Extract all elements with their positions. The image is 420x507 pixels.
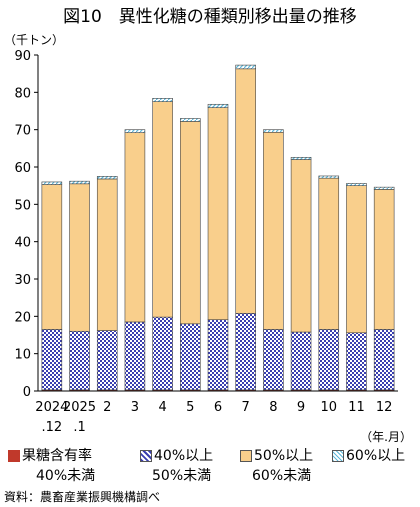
x-tick-label: 9 bbox=[297, 400, 305, 415]
bar-segment-50-60 bbox=[180, 121, 201, 325]
y-tick-label: 60 bbox=[14, 161, 31, 176]
y-tick-label: 80 bbox=[14, 86, 31, 101]
bar-segment-40-50 bbox=[318, 329, 340, 391]
bar-segment-60plus bbox=[41, 181, 63, 185]
x-axis-label: （年.月） bbox=[360, 430, 412, 444]
x-tick-label: .1 bbox=[73, 420, 85, 435]
bar-segment-40-50 bbox=[96, 330, 118, 391]
bar-segment-40-50 bbox=[263, 329, 284, 391]
legend-label: 40%以上 bbox=[154, 448, 214, 464]
bar-segment-60plus bbox=[263, 129, 284, 133]
bar-segment-60plus bbox=[346, 183, 367, 186]
legend: 果糖含有率 40%未満 40%以上 50%未満 50%以上 60%未満 60%以… bbox=[6, 445, 420, 485]
bar-segment-50-60 bbox=[318, 177, 340, 330]
legend-label: 果糖含有率 bbox=[22, 448, 92, 464]
bar-segment-50-60 bbox=[290, 159, 312, 333]
chart-title: 図10 異性化糖の種類別移出量の推移 bbox=[63, 7, 357, 27]
legend-label: 50%以上 bbox=[254, 448, 314, 464]
legend-item-lt40: 果糖含有率 bbox=[8, 445, 92, 465]
x-tick-label: 2025 bbox=[63, 400, 96, 415]
bar-segment-50-60 bbox=[41, 184, 63, 330]
legend-label-line2: 60%未満 bbox=[252, 468, 312, 484]
y-tick-label: 40 bbox=[14, 236, 31, 251]
bar-segment-60plus bbox=[152, 98, 173, 102]
y-tick-label: 10 bbox=[14, 348, 31, 363]
bar-segment-40-50 bbox=[180, 323, 201, 391]
y-tick-label: 30 bbox=[14, 273, 31, 288]
legend-label-line2: 40%未満 bbox=[36, 468, 96, 484]
x-tick-label: 6 bbox=[214, 400, 222, 415]
y-tick-label: 70 bbox=[14, 124, 31, 139]
bar-segment-50-60 bbox=[152, 101, 173, 318]
bar-segment-50-60 bbox=[263, 131, 284, 330]
bar-segment-60plus bbox=[180, 118, 201, 122]
x-tick-label: 8 bbox=[269, 400, 277, 415]
bar-segment-40-50 bbox=[124, 321, 146, 391]
bar-segment-40-50 bbox=[373, 329, 395, 391]
bar-segment-60plus bbox=[96, 176, 118, 180]
bar-segment-50-60 bbox=[373, 189, 395, 330]
y-axis: 0 10 20 30 40 50 60 70 80 90 bbox=[14, 49, 39, 400]
x-tick-label: 12 bbox=[376, 400, 393, 415]
x-tick-label: 11 bbox=[348, 400, 365, 415]
bar-segment-50-60 bbox=[96, 178, 118, 331]
bar-segment-40-50 bbox=[235, 313, 256, 391]
x-tick-label: 7 bbox=[242, 400, 250, 415]
legend-swatch bbox=[240, 450, 252, 462]
x-tick-label: 2 bbox=[103, 400, 111, 415]
y-tick-label: 0 bbox=[23, 385, 31, 400]
x-tick-label: .12 bbox=[42, 420, 63, 435]
bar-segment-60plus bbox=[69, 180, 90, 185]
x-tick-label: 4 bbox=[158, 400, 166, 415]
legend-item-40-50: 40%以上 bbox=[140, 445, 213, 465]
bar-segment-40-50 bbox=[152, 316, 173, 391]
bar-segment-60plus bbox=[207, 103, 229, 108]
source-note: 資料：農畜産業振興機構調べ bbox=[4, 490, 161, 504]
bar-segment-50-60 bbox=[207, 107, 229, 320]
bar-segment-40-50 bbox=[207, 319, 229, 391]
y-axis-label: （千トン） bbox=[4, 33, 64, 47]
bar-segment-40-50 bbox=[290, 331, 312, 391]
x-tick-label: 5 bbox=[186, 400, 194, 415]
bar-segment-50-60 bbox=[235, 68, 256, 314]
y-tick-label: 20 bbox=[14, 310, 31, 325]
x-tick-label: 2024 bbox=[35, 400, 68, 415]
bar-segment-40-50 bbox=[346, 332, 367, 391]
legend-swatch bbox=[8, 450, 20, 462]
bar-segment-40-50 bbox=[69, 330, 90, 391]
legend-label: 60%以上 bbox=[346, 448, 406, 464]
bars bbox=[41, 64, 395, 392]
bar-segment-50-60 bbox=[346, 185, 367, 334]
bar-segment-50-60 bbox=[69, 183, 90, 332]
legend-swatch bbox=[140, 450, 152, 462]
y-tick-label: 50 bbox=[14, 198, 31, 213]
legend-label-line2: 50%未満 bbox=[152, 468, 212, 484]
bar-segment-60plus bbox=[235, 64, 256, 70]
legend-item-60plus: 60%以上 bbox=[332, 445, 405, 465]
bar-segment-60plus bbox=[373, 186, 395, 190]
bar-segment-60plus bbox=[318, 175, 340, 179]
legend-swatch bbox=[332, 450, 344, 462]
y-tick-label: 90 bbox=[14, 49, 31, 64]
x-tick-label: 10 bbox=[320, 400, 337, 415]
bar-segment-60plus bbox=[124, 129, 146, 133]
bar-segment-50-60 bbox=[124, 132, 146, 323]
legend-item-50-60: 50%以上 bbox=[240, 445, 313, 465]
x-tick-label: 3 bbox=[131, 400, 139, 415]
bar-segment-40-50 bbox=[41, 329, 63, 391]
bar-segment-60plus bbox=[290, 156, 312, 160]
